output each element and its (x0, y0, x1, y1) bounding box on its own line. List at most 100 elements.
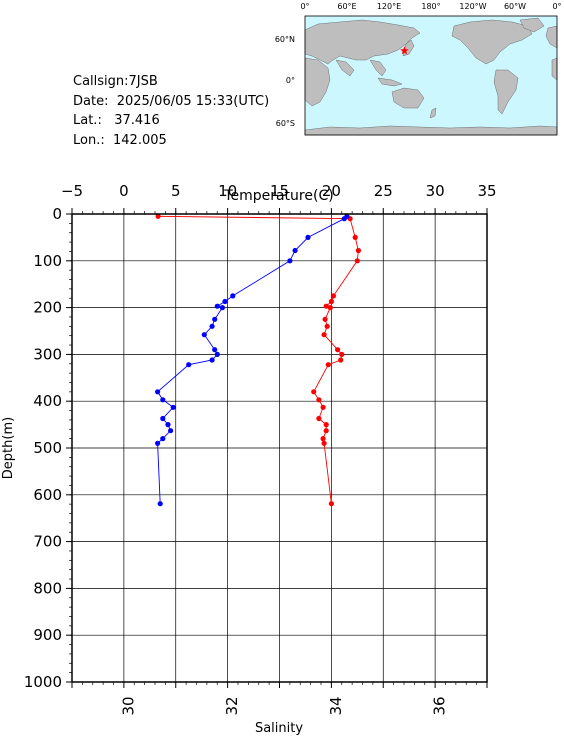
y-tick-label: 900 (33, 626, 62, 644)
temperature-point (327, 305, 333, 311)
temperature-point (311, 389, 317, 395)
y-tick-label: 400 (33, 392, 62, 410)
temperature-point (338, 357, 344, 363)
salinity-point (214, 303, 220, 309)
temperature-point (324, 323, 330, 329)
date-row: Date: 2025/06/05 15:33(UTC) (73, 92, 269, 112)
y-tick-label: 1000 (24, 673, 62, 691)
chart-axes: −5 0 5 10 15 20 25 30 35 0 100 200 300 400 500 600 700 80… (24, 182, 497, 716)
temperature-point (320, 404, 326, 410)
bottom-tick-label: 32 (223, 696, 241, 715)
salinity-point (168, 428, 174, 434)
temperature-line (158, 215, 359, 504)
top-tick-label: 20 (322, 182, 341, 200)
temperature-point (352, 234, 358, 240)
y-tick-label: 500 (33, 439, 62, 457)
temperature-point (155, 213, 161, 219)
y-tick-label: 300 (33, 345, 62, 363)
temperature-point (328, 298, 334, 305)
top-axis-title: Temperature(C) (223, 188, 333, 204)
map-lon-label: 180° (421, 2, 440, 11)
salinity-point (305, 234, 311, 240)
station-info: Callsign:7JSB Date: 2025/06/05 15:33(UTC… (73, 72, 269, 150)
top-tick-label: −5 (61, 182, 83, 200)
map-lat-label: 0° (286, 76, 295, 85)
map-lon-label: 0° (552, 2, 561, 11)
temperature-point (328, 501, 334, 507)
land-sea-asia (369, 59, 387, 77)
callsign-row: Callsign:7JSB (73, 72, 269, 92)
y-tick-label: 600 (33, 486, 62, 504)
temperature-point (323, 303, 329, 309)
temperature-point (321, 440, 327, 446)
temperature-point (323, 428, 329, 434)
top-tick-label: 5 (171, 182, 181, 200)
y-tick-label: 800 (33, 579, 62, 597)
land-north-america (451, 19, 533, 65)
temperature-point (330, 293, 336, 299)
map-lon-label: 0° (300, 2, 309, 11)
salinity-point (212, 347, 218, 353)
map-lon-label: 60°W (504, 2, 526, 11)
top-tick-label: 10 (218, 182, 237, 200)
lon-label: Lon.: (73, 132, 105, 148)
chart-series (155, 213, 361, 507)
temperature-point (322, 316, 328, 322)
temperature-point (323, 422, 329, 428)
salinity-point (287, 258, 293, 264)
temperature-point (355, 247, 361, 254)
bottom-tick-label: 34 (327, 696, 345, 715)
salinity-point (341, 216, 347, 222)
station-marker-star-icon (400, 46, 409, 55)
salinity-point (160, 397, 166, 403)
land-nz (429, 107, 437, 119)
lat-label: Lat.: (73, 113, 102, 128)
chart-grid (71, 213, 488, 683)
salinity-point (292, 247, 298, 254)
salinity-point (170, 404, 176, 410)
temperature-point (354, 258, 360, 264)
lat-row: Lat.: 37.416 (73, 111, 269, 131)
lon-row: Lon.: 142.005 (73, 131, 269, 151)
map-frame (304, 15, 558, 136)
top-tick-label: 35 (477, 182, 496, 200)
top-tick-label: 0 (119, 182, 129, 200)
map-lon-label: 120°E (377, 2, 401, 11)
salinity-point (209, 323, 215, 329)
temperature-point (325, 362, 331, 368)
y-axis-title: Depth(m) (1, 417, 16, 479)
map-lat-label: 60°S (276, 119, 295, 128)
land-indonesia (377, 77, 403, 87)
salinity-point (230, 293, 236, 299)
date-value: 2025/06/05 15:33(UTC) (116, 93, 270, 109)
world-map: 0° 60°E 120°E 180° 120°W 60°W 0° 60°N 0° 60°S (275, 2, 562, 136)
salinity-point (219, 305, 225, 311)
lat-value: 37.416 (114, 113, 160, 128)
map-land (304, 17, 558, 136)
temperature-point (320, 436, 326, 442)
y-tick-label: 200 (33, 299, 62, 317)
y-tick-label: 700 (33, 533, 62, 551)
temperature-point (339, 351, 345, 357)
salinity-point (209, 357, 215, 363)
station-star (400, 46, 409, 55)
salinity-point (155, 389, 161, 395)
y-tick-label: 0 (52, 205, 62, 223)
lon-value: 142.005 (113, 132, 167, 148)
temperature-point (316, 397, 322, 403)
salinity-point (212, 316, 218, 322)
top-tick-label: 15 (270, 182, 289, 200)
salinity-point (160, 436, 166, 442)
salinity-point (201, 332, 207, 338)
map-lat-label: 60°N (275, 35, 295, 44)
salinity-line (157, 215, 348, 504)
date-label: Date: (73, 93, 109, 109)
bottom-axis-title: Salinity (255, 721, 303, 736)
temperature-point (335, 347, 341, 353)
salinity-point (222, 298, 228, 305)
temperature-series (155, 213, 361, 507)
callsign-value: 7JSB (128, 74, 158, 89)
top-tick-label: 25 (374, 182, 393, 200)
callsign-label: Callsign: (73, 74, 129, 89)
